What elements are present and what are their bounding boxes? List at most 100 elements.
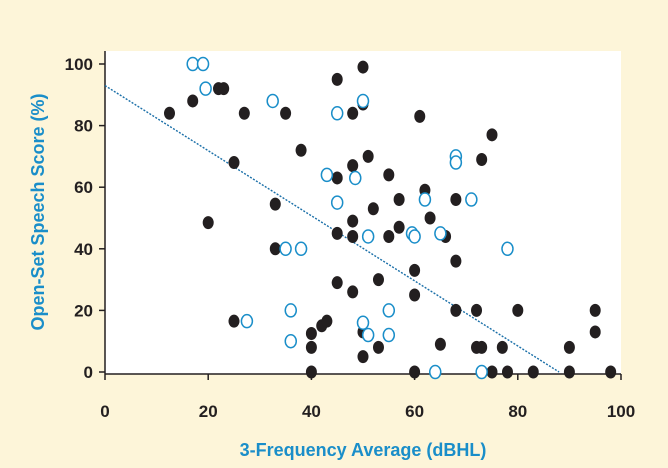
filled-circle-point [187, 94, 199, 108]
axis-ticks: 0 20 40 60 80 100 0 20 40 60 80 100 [65, 55, 636, 421]
filled-circle-point [450, 303, 462, 317]
filled-circle-point [331, 276, 343, 290]
filled-circle-point [486, 128, 498, 142]
filled-circle-point [321, 314, 333, 328]
y-tick-label: 40 [74, 240, 93, 259]
filled-circle-point [501, 365, 513, 379]
open-circle-point [349, 170, 362, 186]
filled-circle-point [450, 254, 462, 268]
filled-circle-point [409, 288, 421, 302]
y-tick-label: 80 [74, 117, 93, 136]
filled-circle-point [414, 109, 426, 123]
open-circle-point [418, 192, 432, 207]
filled-circle-point [471, 303, 483, 317]
filled-circle-point [450, 193, 462, 207]
open-circle-point [279, 241, 292, 257]
filled-circle-point [367, 202, 379, 216]
filled-circle-point [476, 340, 488, 354]
filled-circle-point [331, 171, 343, 185]
filled-circle-point [357, 60, 369, 74]
x-tick-label: 20 [199, 402, 218, 421]
filled-circle-point [347, 159, 359, 173]
filled-circle-point [347, 214, 359, 228]
y-tick-label: 60 [74, 178, 93, 197]
filled-circle-point [589, 303, 601, 317]
data-points [164, 56, 617, 380]
filled-circle-point [476, 152, 488, 166]
trend-line [104, 84, 560, 373]
trend-line-path [104, 84, 560, 373]
filled-circle-point [409, 365, 421, 379]
open-circle-point [330, 195, 344, 210]
filled-circle-point [434, 337, 446, 351]
open-circle-point [382, 303, 396, 318]
filled-circle-point [164, 106, 175, 120]
open-circle-point [434, 226, 447, 241]
filled-circle-point [228, 156, 240, 170]
open-circle-point [428, 364, 442, 380]
filled-circle-point [228, 314, 240, 328]
filled-circle-point [372, 340, 384, 354]
open-circle-point [240, 313, 254, 329]
open-circle-point [196, 56, 210, 72]
filled-circle-point [357, 350, 369, 364]
filled-circle-point [486, 365, 498, 379]
open-circle-point [501, 241, 514, 257]
open-circle-point [361, 327, 375, 343]
open-circle-point [294, 241, 308, 257]
filled-circle-point [383, 229, 395, 243]
filled-circle-point [393, 193, 405, 207]
open-circle-point [284, 333, 298, 349]
open-circle-point [199, 81, 212, 96]
filled-circle-point [269, 242, 281, 256]
filled-circle-point [372, 273, 384, 287]
filled-circle-point [331, 226, 343, 240]
filled-circle-point [362, 149, 374, 163]
x-tick-label: 100 [607, 402, 635, 421]
open-circle-point [330, 106, 344, 121]
filled-circle-point [347, 106, 359, 120]
filled-circle-point [496, 340, 508, 354]
filled-circle-point [295, 143, 307, 157]
filled-circle-point [202, 216, 214, 230]
filled-circle-point [393, 220, 405, 234]
filled-circle-point [424, 211, 436, 225]
filled-circle-point [305, 365, 317, 379]
y-tick-label: 100 [65, 55, 93, 74]
filled-circle-point [280, 106, 292, 120]
open-circle-point [361, 229, 375, 244]
open-circle-point [465, 192, 478, 207]
open-circle-point [266, 93, 279, 109]
filled-circle-point [409, 263, 421, 277]
x-tick-label: 80 [508, 402, 527, 421]
filled-circle-point [331, 72, 343, 86]
x-tick-label: 60 [405, 402, 424, 421]
filled-circle-point [347, 285, 359, 299]
filled-circle-point [383, 168, 395, 182]
filled-circle-point [512, 303, 524, 317]
y-axis-title: Open-Set Speech Score (%) [28, 93, 48, 330]
open-circle-point [382, 327, 396, 343]
filled-circle-point [563, 340, 575, 354]
open-circle-point [356, 93, 370, 109]
x-tick-label: 40 [302, 402, 321, 421]
filled-circle-point [269, 197, 281, 211]
filled-circle-point [527, 365, 539, 379]
filled-circle-point [218, 82, 230, 96]
filled-circle-point [305, 327, 317, 340]
filled-circle-point [238, 106, 250, 120]
filled-circle-point [305, 340, 317, 354]
open-circle-point [475, 364, 488, 380]
y-tick-label: 20 [74, 301, 93, 320]
x-tick-label: 0 [100, 402, 109, 421]
filled-circle-point [563, 365, 575, 379]
open-circle-point [320, 167, 334, 183]
x-axis-title: 3-Frequency Average (dBHL) [240, 440, 487, 460]
open-circle-point [408, 229, 421, 244]
y-tick-label: 0 [84, 363, 93, 382]
open-circle-point [186, 56, 199, 72]
filled-circle-point [605, 365, 617, 379]
filled-circle-point [347, 229, 359, 243]
open-circle-point [356, 315, 370, 330]
